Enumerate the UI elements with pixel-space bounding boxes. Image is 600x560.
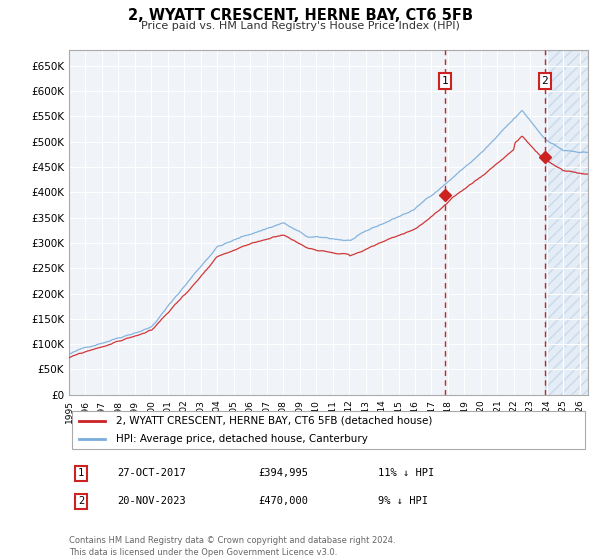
Bar xyxy=(545,50,588,395)
Text: £470,000: £470,000 xyxy=(258,496,308,506)
Text: HPI: Average price, detached house, Canterbury: HPI: Average price, detached house, Cant… xyxy=(116,434,368,444)
FancyBboxPatch shape xyxy=(71,411,586,449)
Text: 11% ↓ HPI: 11% ↓ HPI xyxy=(378,468,434,478)
Text: Contains HM Land Registry data © Crown copyright and database right 2024.
This d: Contains HM Land Registry data © Crown c… xyxy=(69,536,395,557)
Text: 2, WYATT CRESCENT, HERNE BAY, CT6 5FB: 2, WYATT CRESCENT, HERNE BAY, CT6 5FB xyxy=(128,8,473,24)
Text: 2, WYATT CRESCENT, HERNE BAY, CT6 5FB (detached house): 2, WYATT CRESCENT, HERNE BAY, CT6 5FB (d… xyxy=(116,416,432,426)
Text: 1: 1 xyxy=(442,76,448,86)
Text: 20-NOV-2023: 20-NOV-2023 xyxy=(117,496,186,506)
Text: Price paid vs. HM Land Registry's House Price Index (HPI): Price paid vs. HM Land Registry's House … xyxy=(140,21,460,31)
Text: 9% ↓ HPI: 9% ↓ HPI xyxy=(378,496,428,506)
Text: 1: 1 xyxy=(78,468,84,478)
Text: 2: 2 xyxy=(78,496,84,506)
Text: 27-OCT-2017: 27-OCT-2017 xyxy=(117,468,186,478)
Text: 2: 2 xyxy=(541,76,548,86)
Text: £394,995: £394,995 xyxy=(258,468,308,478)
Bar xyxy=(545,50,588,395)
